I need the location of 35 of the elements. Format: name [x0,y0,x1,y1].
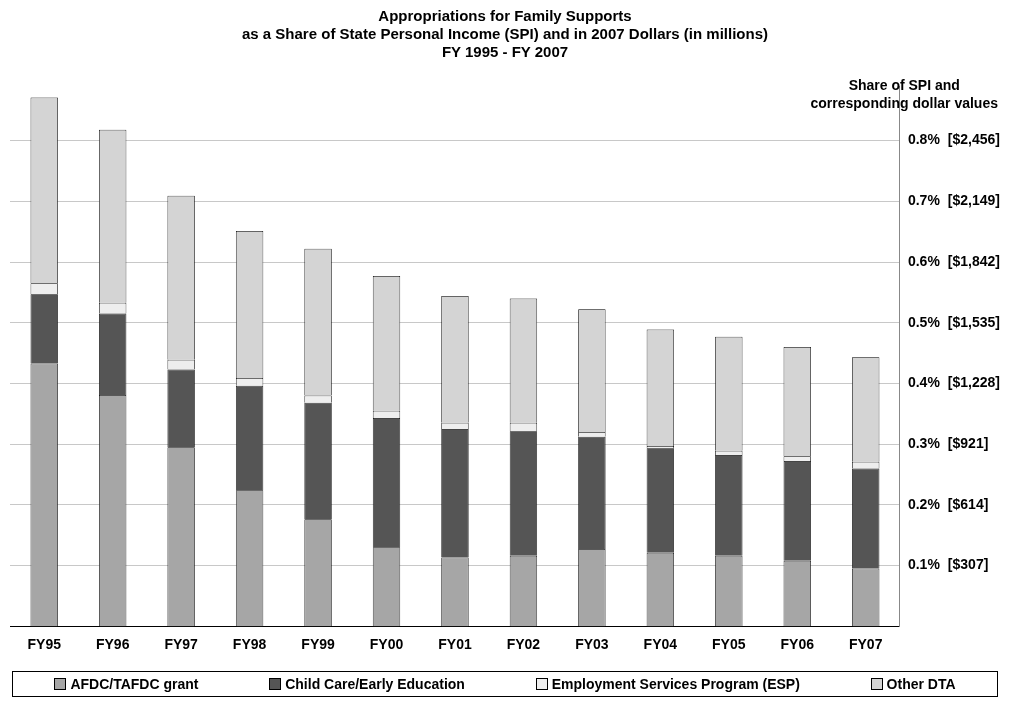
y-tick-label: 0.2% [907,495,941,512]
y2-tick-label: [$2,456] [947,131,1001,148]
y2-tick-label: [$1,842] [947,252,1001,269]
x-tick-label: FY04 [643,636,678,653]
x-tick-label: FY03 [575,636,609,653]
chart-title: Appropriations for Family Supports as a Share of State Personal Income (SPI) and in 2007 Dollars (in millions) FY 1995 - FY 2007 [242,7,768,61]
y2-tick-label: [$1,228] [947,374,1001,391]
legend-label: Employment Services Program (ESP) [551,676,800,692]
y2-tick-label: [$921] [947,434,989,451]
y2-tick-label: [$307] [947,556,989,573]
y-tick-label: 0.1% [907,556,941,573]
y-tick-label: 0.4% [907,374,941,391]
y2-tick-label: [$1,535] [947,313,1001,330]
y-tick-label: 0.3% [907,434,941,451]
x-tick-label: FY06 [780,636,815,653]
y-axis-title: Share of SPI and corresponding dollar values [810,76,998,112]
x-tick-label: FY96 [95,636,130,653]
x-tick-label: FY07 [848,636,883,653]
y-tick-label: 0.8% [907,131,941,148]
x-tick-label: FY98 [232,636,267,653]
x-tick-label: FY00 [369,636,404,653]
x-tick-label: FY05 [712,636,746,653]
y2-tick-label: [$2,149] [947,192,1001,209]
x-tick-label: FY97 [164,636,199,653]
y-tick-label: 0.6% [907,252,941,269]
legend-label: Child Care/Early Education [285,676,465,692]
x-tick-label: FY02 [506,636,541,653]
x-tick-label: FY01 [438,636,472,653]
y-tick-label: 0.5% [907,313,941,330]
y-tick-label: 0.7% [907,192,941,209]
legend-label: Other DTA [886,676,956,692]
y2-tick-label: [$614] [947,495,989,512]
legend-label: AFDC/TAFDC grant [70,676,199,692]
x-tick-label: FY99 [301,636,335,653]
x-tick-label: FY95 [27,636,62,653]
